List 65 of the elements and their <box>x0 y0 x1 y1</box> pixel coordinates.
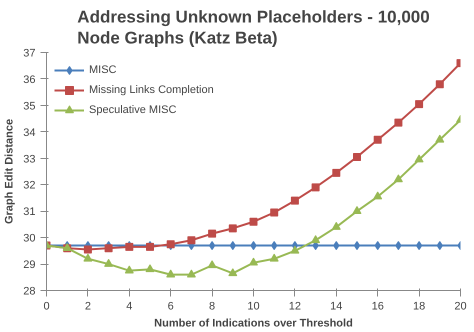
point <box>354 241 360 250</box>
x-tick-label: 6 <box>168 300 174 312</box>
point <box>228 224 237 232</box>
point <box>414 154 424 162</box>
y-tick-label: 35 <box>23 100 36 112</box>
x-tick-label: 2 <box>84 300 91 312</box>
point <box>270 254 279 262</box>
point <box>373 192 382 200</box>
point <box>208 241 216 250</box>
point <box>435 134 444 143</box>
point <box>332 222 341 230</box>
point <box>395 241 402 250</box>
point <box>186 270 196 278</box>
point <box>187 236 196 244</box>
y-tick-label: 31 <box>23 206 36 218</box>
legend-label: Missing Links Completion <box>89 84 214 96</box>
x-tick-label: 8 <box>209 300 216 312</box>
point <box>84 246 92 254</box>
point <box>416 241 422 250</box>
point <box>208 230 216 238</box>
x-tick-label: 10 <box>247 300 260 312</box>
y-tick-label: 32 <box>23 180 36 192</box>
point <box>290 196 299 205</box>
x-tick-label: 20 <box>454 300 467 312</box>
point <box>250 241 257 250</box>
point <box>208 260 217 268</box>
y-tick-label: 29 <box>23 259 36 272</box>
point <box>290 246 300 254</box>
point <box>166 270 176 278</box>
point <box>124 266 134 274</box>
point <box>104 258 114 267</box>
point <box>312 183 320 192</box>
point <box>228 268 238 276</box>
point <box>352 206 362 214</box>
point <box>250 218 258 226</box>
y-tick-label: 30 <box>23 232 36 245</box>
point <box>311 235 320 244</box>
point <box>394 118 402 127</box>
legend-label: MISC <box>89 64 116 76</box>
chart-title: Addressing Unknown Placeholders - 10,000 Node Graphs (Katz Beta) <box>77 8 430 48</box>
x-tick-label: 18 <box>412 300 426 312</box>
point <box>436 80 444 88</box>
legend-label: Speculative MISC <box>89 104 176 116</box>
point <box>83 254 92 262</box>
point <box>374 136 382 144</box>
point <box>270 208 278 216</box>
point <box>353 152 361 161</box>
x-tick-label: 0 <box>43 300 50 312</box>
y-tick-label: 34 <box>23 126 36 139</box>
point <box>146 264 154 272</box>
point <box>104 244 113 252</box>
point <box>415 100 424 108</box>
x-tick-label: 12 <box>288 300 302 312</box>
y-tick-label: 28 <box>23 286 36 298</box>
y-tick-label: 33 <box>23 153 36 166</box>
y-tick-label: 37 <box>23 48 36 60</box>
x-tick-label: 4 <box>126 300 132 312</box>
point <box>394 174 403 182</box>
x-tick-label: 16 <box>372 300 384 312</box>
y-axis-title: Graph Edit Distance <box>3 118 16 224</box>
point <box>249 258 258 266</box>
x-tick-label: 14 <box>330 300 342 312</box>
point <box>332 168 340 177</box>
y-tick-label: 36 <box>23 74 36 86</box>
x-axis-title: Number of Indications over Threshold <box>154 318 353 330</box>
